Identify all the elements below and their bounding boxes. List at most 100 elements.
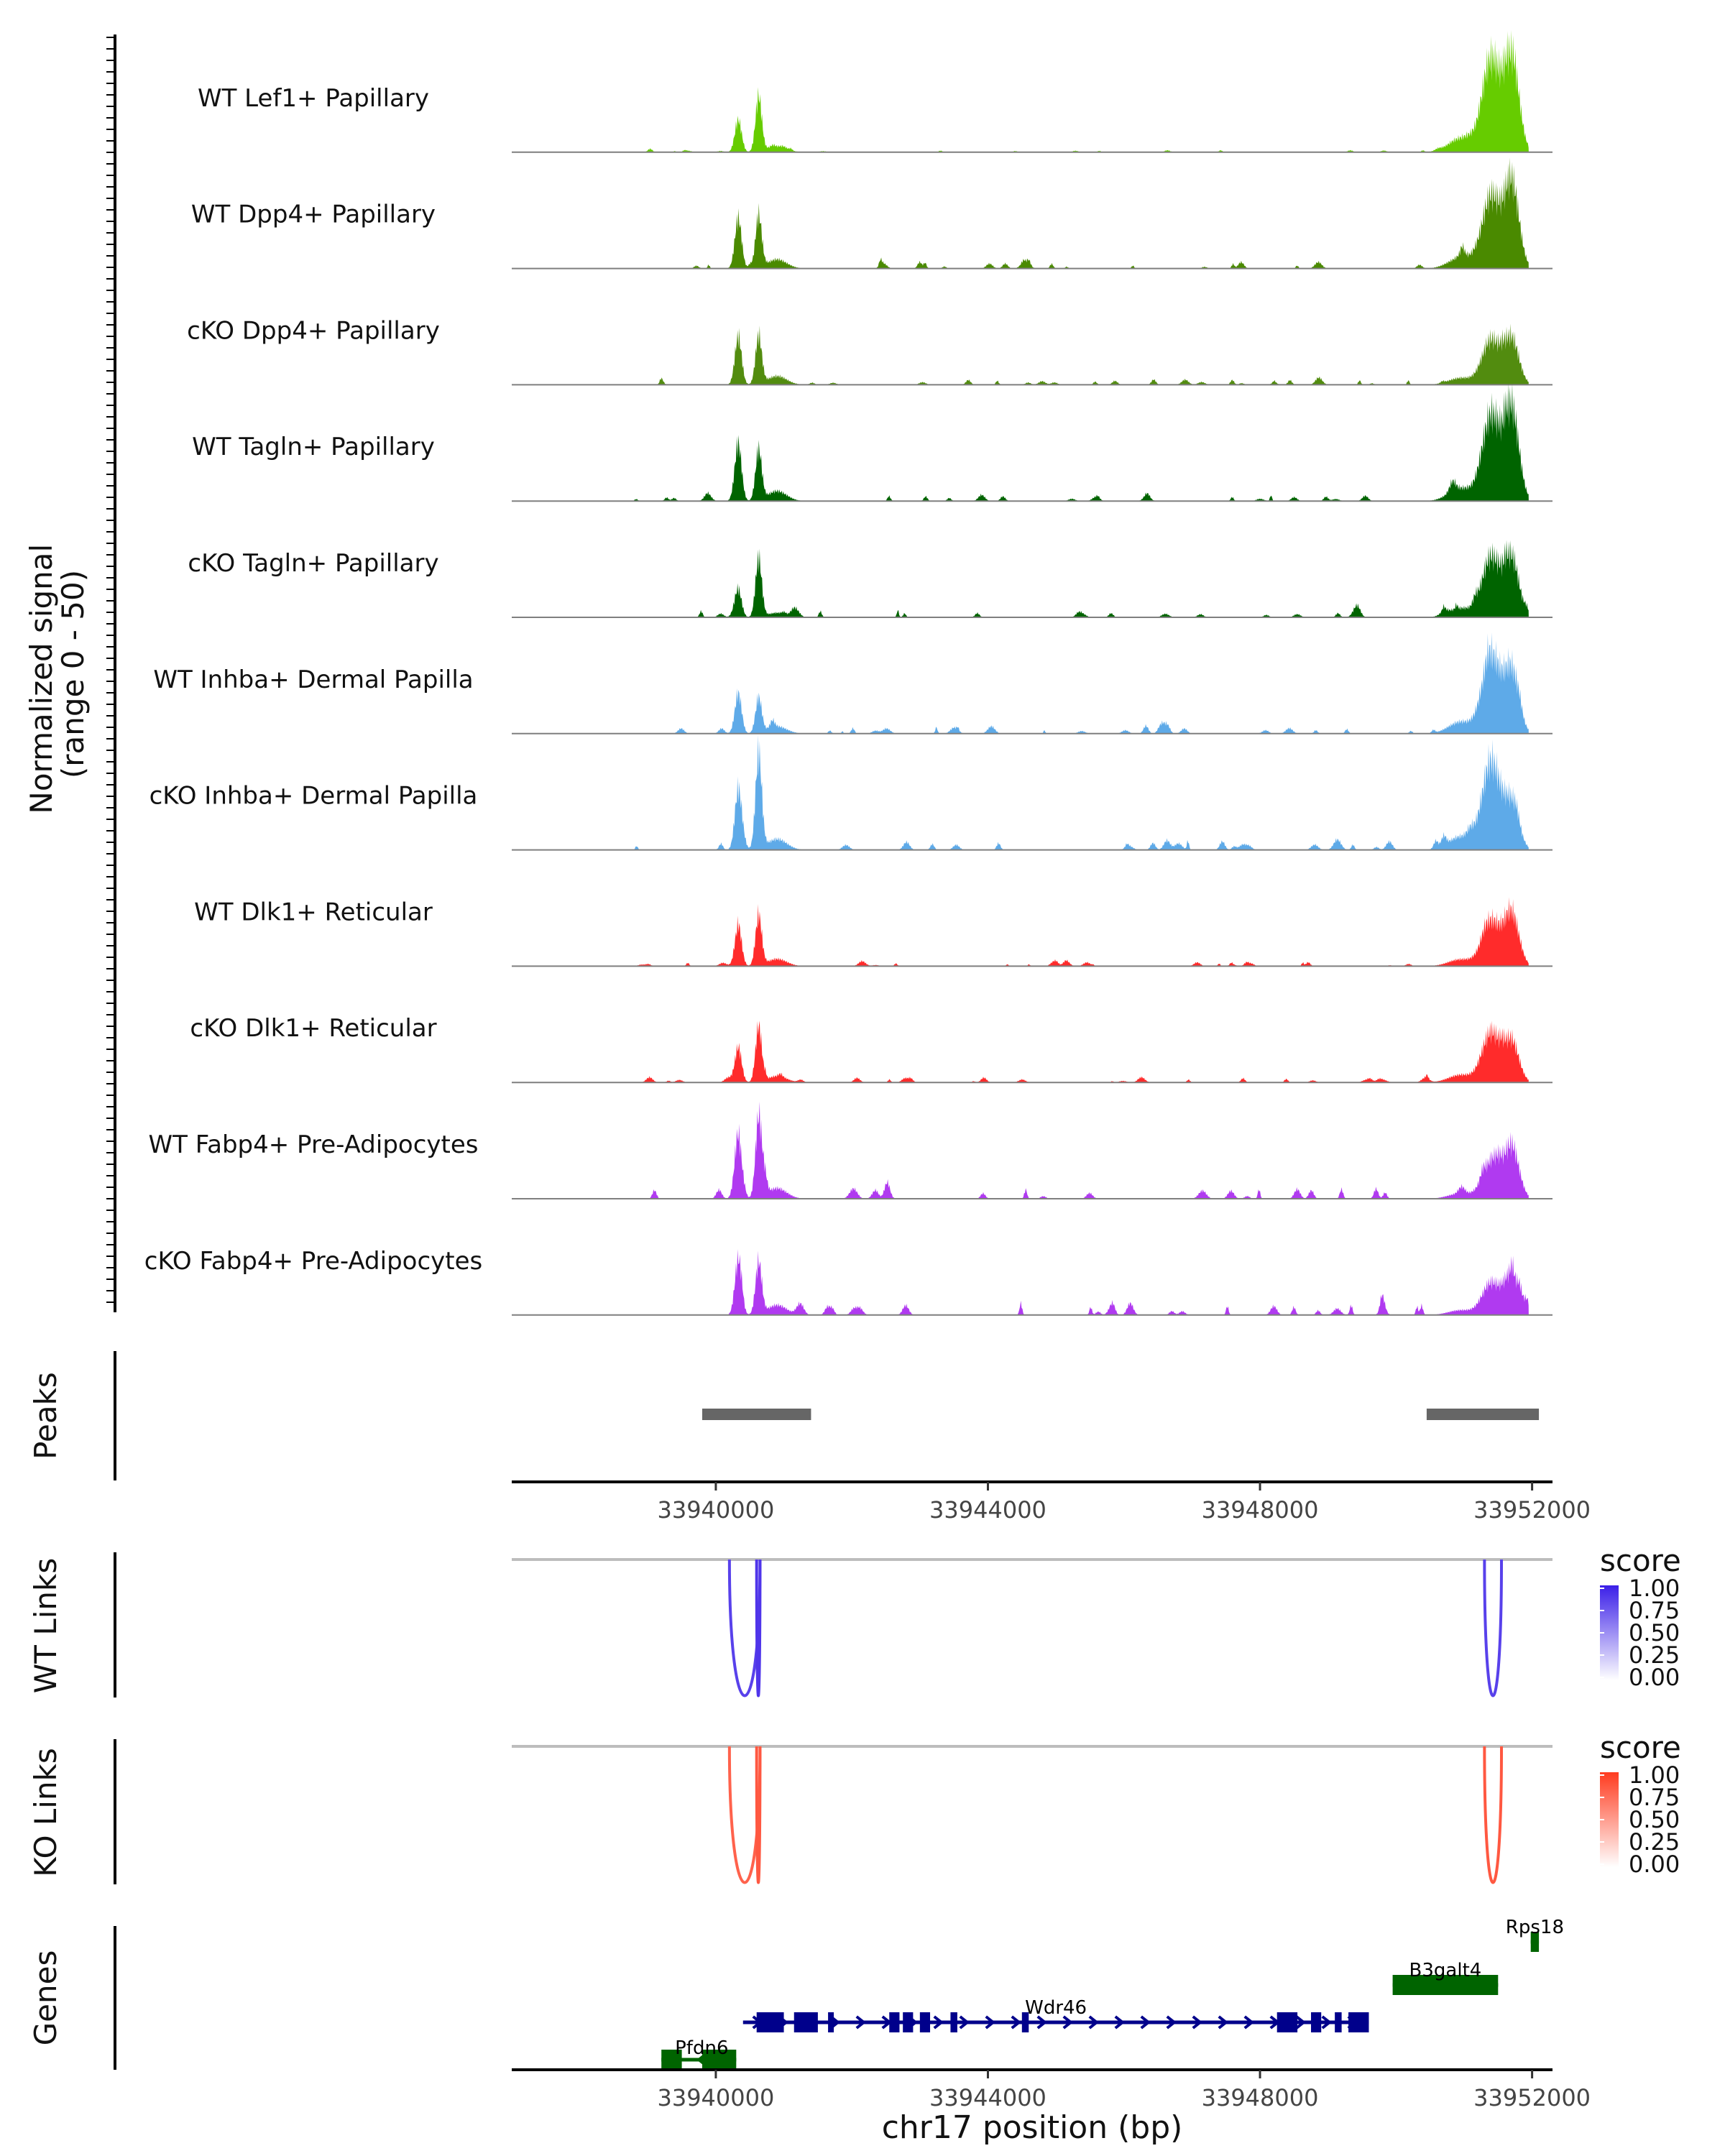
- strand-arrow: [1036, 2015, 1047, 2030]
- x-tick-label: 33952000: [1473, 2084, 1591, 2111]
- track-label: cKO Dpp4+ Papillary: [187, 316, 440, 345]
- coverage-area: [627, 734, 1529, 850]
- strand-arrow: [1218, 2015, 1228, 2030]
- coverage-tracks: WT Lef1+ Papillary WT Dpp4+ Papillary cKO …: [144, 30, 1552, 1316]
- strand-arrow: [985, 2015, 995, 2030]
- gene-exon: [1348, 2012, 1369, 2032]
- gene-label: Pfdn6: [675, 2037, 728, 2059]
- legend-tick-label: 0.50: [1629, 1806, 1680, 1833]
- x-tick-label: 33948000: [1202, 2084, 1319, 2111]
- x-tick-label: 33940000: [657, 1496, 774, 1524]
- coverage-area: [627, 897, 1529, 967]
- ko-links-arcs: [512, 1745, 1552, 1884]
- strand-arrow: [1062, 2015, 1073, 2030]
- strand-arrow: [1166, 2015, 1177, 2030]
- coverage-area: [627, 1101, 1529, 1199]
- genes-label: Genes: [28, 1950, 63, 2046]
- track-label: WT Fabp4+ Pre-Adipocytes: [149, 1130, 479, 1159]
- gene-exon: [1311, 2012, 1322, 2032]
- link-arc: [755, 1746, 762, 1884]
- coverage-area: [627, 1249, 1529, 1315]
- coverage-area: [627, 383, 1529, 502]
- strand-arrow: [1011, 2015, 1021, 2030]
- gene-models: Rps18 B3galt4 Wdr46 Pfdn6: [661, 1917, 1564, 2070]
- legend-tick-label: 0.25: [1629, 1641, 1680, 1669]
- legend-title: score: [1600, 1730, 1681, 1765]
- gene-exon: [919, 2012, 931, 2032]
- gene-exon: [1392, 1975, 1499, 1995]
- gene-label: B3galt4: [1409, 1960, 1482, 1981]
- x-tick-label: 33944000: [929, 1496, 1046, 1524]
- track-label: WT Dpp4+ Papillary: [191, 201, 436, 229]
- gene-exon: [1530, 1932, 1540, 1952]
- legend-tick-label: 1.00: [1629, 1761, 1680, 1789]
- legend-tick-label: 0.00: [1629, 1664, 1680, 1691]
- peaks-label: Peaks: [28, 1372, 63, 1460]
- ko-links-label: KO Links: [28, 1748, 63, 1877]
- gene-exon: [1335, 2012, 1342, 2032]
- gene-exon: [702, 2050, 737, 2070]
- gene-exon: [661, 2050, 682, 2070]
- gene-exon: [756, 2012, 784, 2032]
- track-label: WT Inhba+ Dermal Papilla: [153, 665, 473, 694]
- strand-arrow: [1114, 2015, 1125, 2030]
- peak-regions: [702, 1409, 1540, 1420]
- track-label: cKO Fabp4+ Pre-Adipocytes: [144, 1247, 483, 1276]
- strand-arrow: [1295, 2015, 1306, 2030]
- x-tick-label: 33948000: [1202, 1496, 1319, 1524]
- gene-exon: [903, 2012, 914, 2032]
- legend-tick-label: 0.25: [1629, 1828, 1680, 1856]
- link-arc: [727, 1746, 762, 1884]
- x-tick-label: 33944000: [929, 2084, 1046, 2111]
- coverage-y-ticks: [106, 37, 115, 1303]
- peak-region: [1426, 1409, 1540, 1420]
- coverage-area: [627, 632, 1529, 734]
- coverage-area: [627, 540, 1529, 617]
- wt-links-label: WT Links: [28, 1558, 63, 1693]
- coverage-y-label-line2: (range 0 - 50): [55, 570, 91, 778]
- coverage-area: [627, 157, 1529, 269]
- track-label: WT Dlk1+ Reticular: [194, 898, 433, 926]
- x-tick-label: 33952000: [1473, 1496, 1591, 1524]
- gene-exon: [794, 2012, 818, 2032]
- wt-links-arcs: [512, 1558, 1552, 1697]
- track-label: WT Lef1+ Papillary: [198, 84, 429, 113]
- gene-exon: [1021, 2012, 1029, 2032]
- coverage-y-label-line1: Normalized signal: [24, 544, 59, 814]
- coverage-area: [627, 30, 1529, 152]
- link-arc: [1483, 1559, 1504, 1697]
- genes-x-ticks: 33940000 33944000 33948000 33952000: [657, 2070, 1591, 2111]
- track-label: cKO Dlk1+ Reticular: [190, 1014, 436, 1043]
- coverage-y-label: Normalized signal (range 0 - 50): [24, 534, 91, 814]
- link-arc: [755, 1559, 762, 1697]
- legend-tick-label: 0.00: [1629, 1851, 1680, 1878]
- strand-arrow: [1192, 2015, 1202, 2030]
- strand-arrow: [959, 2015, 970, 2030]
- link-arc: [727, 1559, 762, 1697]
- track-label: WT Tagln+ Papillary: [192, 433, 435, 461]
- strand-arrow: [1088, 2015, 1099, 2030]
- gene-exon: [1276, 2012, 1298, 2032]
- strand-arrow: [1140, 2015, 1151, 2030]
- strand-arrow: [933, 2015, 944, 2030]
- gene-exon: [950, 2012, 957, 2032]
- gene-exon: [828, 2012, 834, 2032]
- x-tick-label: 33940000: [657, 2084, 774, 2111]
- strand-arrow: [1321, 2015, 1332, 2030]
- legend-tick-label: 0.75: [1629, 1597, 1680, 1624]
- track-label: cKO Tagln+ Papillary: [188, 549, 438, 578]
- legend-tick-label: 0.75: [1629, 1784, 1680, 1811]
- peak-region: [702, 1409, 811, 1420]
- gene-label: Wdr46: [1025, 1997, 1087, 2019]
- link-arc: [1483, 1746, 1504, 1884]
- coverage-area: [627, 1021, 1529, 1083]
- gene-exon: [889, 2012, 900, 2032]
- legend-tick-label: 0.50: [1629, 1619, 1680, 1646]
- strand-arrow: [1243, 2015, 1254, 2030]
- position-x-ticks: 33940000 33944000 33948000 33952000: [657, 1482, 1591, 1524]
- strand-arrow: [855, 2015, 866, 2030]
- legend-tick-label: 1.00: [1629, 1575, 1680, 1602]
